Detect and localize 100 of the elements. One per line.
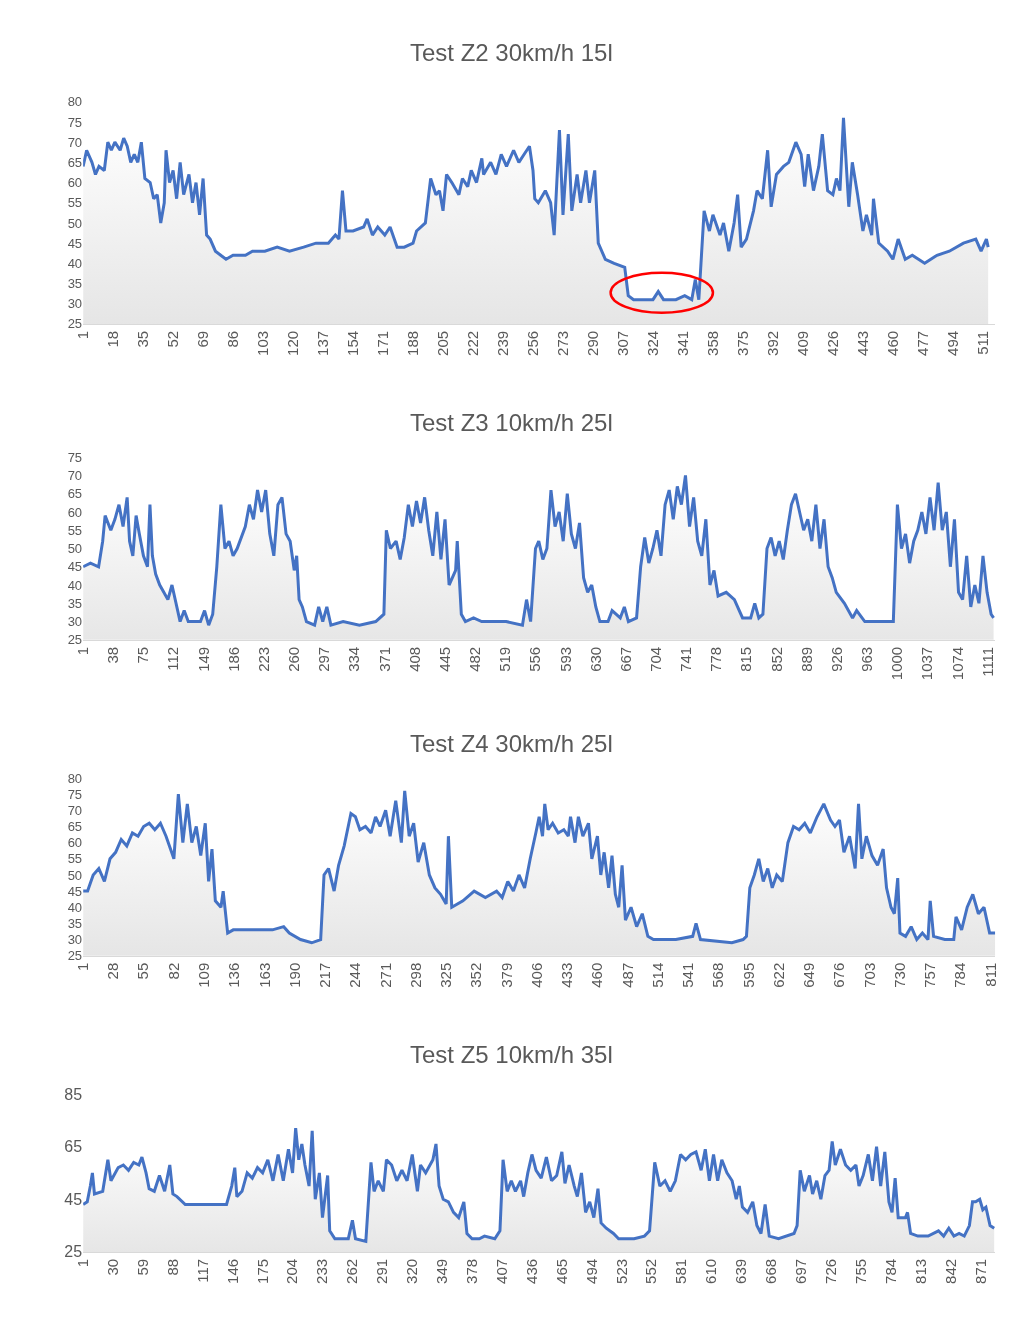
y-tick-label: 40 bbox=[67, 577, 83, 593]
y-tick-label: 45 bbox=[67, 883, 83, 899]
x-tick-label: 204 bbox=[283, 1258, 301, 1284]
x-tick-label: 137 bbox=[313, 330, 331, 356]
x-tick-label: 519 bbox=[496, 646, 514, 672]
x-tick-label: 120 bbox=[283, 330, 301, 356]
y-tick-label: 65 bbox=[67, 154, 83, 170]
x-tick-label: 811 bbox=[981, 962, 999, 987]
x-tick-label: 610 bbox=[702, 1258, 720, 1284]
y-tick-label: 45 bbox=[64, 1190, 83, 1208]
y-tick-label: 70 bbox=[67, 802, 83, 818]
y-tick-label: 60 bbox=[67, 504, 83, 520]
y-tick-label: 45 bbox=[67, 559, 83, 575]
x-tick-label: 552 bbox=[642, 1258, 660, 1284]
x-tick-label: 188 bbox=[403, 330, 421, 356]
x-tick-label: 30 bbox=[103, 1258, 121, 1276]
x-tick-label: 1 bbox=[73, 330, 91, 340]
y-tick-label: 35 bbox=[67, 595, 83, 611]
x-tick-label: 109 bbox=[195, 962, 213, 988]
x-tick-label: 59 bbox=[133, 1258, 151, 1276]
x-tick-label: 298 bbox=[406, 962, 424, 988]
x-tick-label: 511 bbox=[973, 330, 991, 355]
x-tick-label: 175 bbox=[253, 1258, 271, 1284]
x-tick-label: 222 bbox=[463, 330, 481, 356]
x-tick-label: 630 bbox=[586, 646, 604, 672]
x-tick-label: 307 bbox=[613, 330, 631, 356]
x-tick-label: 378 bbox=[462, 1258, 480, 1284]
x-tick-label: 871 bbox=[971, 1258, 989, 1284]
x-tick-label: 75 bbox=[134, 646, 152, 664]
x-tick-label: 291 bbox=[373, 1258, 391, 1284]
x-tick-label: 445 bbox=[435, 646, 453, 672]
x-tick-label: 163 bbox=[255, 962, 273, 988]
x-tick-label: 112 bbox=[164, 646, 182, 671]
x-tick-label: 523 bbox=[612, 1258, 630, 1284]
chart-title: Test Z4 30km/h 25l bbox=[410, 730, 613, 757]
x-tick-label: 136 bbox=[225, 962, 243, 988]
x-tick-label: 223 bbox=[254, 646, 272, 672]
x-tick-label: 171 bbox=[373, 330, 391, 356]
x-tick-label: 460 bbox=[588, 962, 606, 988]
x-tick-label: 556 bbox=[526, 646, 544, 672]
x-tick-label: 726 bbox=[822, 1258, 840, 1284]
x-tick-label: 741 bbox=[677, 646, 695, 672]
y-tick-label: 70 bbox=[67, 134, 83, 150]
x-tick-label: 676 bbox=[830, 962, 848, 988]
y-tick-label: 60 bbox=[67, 835, 83, 851]
x-tick-label: 28 bbox=[104, 962, 122, 980]
y-tick-label: 60 bbox=[67, 175, 83, 191]
x-tick-label: 297 bbox=[315, 646, 333, 672]
x-tick-label: 379 bbox=[497, 962, 515, 988]
x-tick-label: 52 bbox=[163, 330, 181, 348]
x-tick-label: 494 bbox=[943, 330, 961, 356]
x-tick-label: 205 bbox=[433, 330, 451, 356]
y-tick-label: 50 bbox=[67, 215, 83, 231]
x-tick-label: 443 bbox=[853, 330, 871, 356]
x-tick-label: 260 bbox=[285, 646, 303, 672]
x-tick-label: 190 bbox=[285, 962, 303, 988]
x-tick-label: 371 bbox=[375, 646, 393, 672]
x-tick-label: 784 bbox=[951, 962, 969, 988]
x-tick-label: 668 bbox=[762, 1258, 780, 1284]
x-tick-label: 477 bbox=[913, 330, 931, 356]
y-tick-label: 40 bbox=[67, 255, 83, 271]
x-tick-label: 55 bbox=[134, 962, 152, 980]
y-tick-label: 65 bbox=[67, 819, 83, 835]
x-tick-label: 487 bbox=[618, 962, 636, 988]
x-tick-label: 408 bbox=[405, 646, 423, 672]
x-tick-label: 541 bbox=[679, 962, 697, 988]
x-tick-label: 755 bbox=[851, 1258, 869, 1284]
x-tick-label: 146 bbox=[223, 1258, 241, 1284]
x-tick-label: 704 bbox=[647, 646, 665, 672]
y-tick-label: 50 bbox=[67, 541, 83, 557]
x-tick-label: 697 bbox=[792, 1258, 810, 1284]
x-tick-label: 186 bbox=[224, 646, 242, 672]
x-tick-label: 324 bbox=[643, 330, 661, 356]
x-tick-label: 103 bbox=[253, 330, 271, 356]
x-tick-label: 926 bbox=[827, 646, 845, 672]
x-tick-label: 409 bbox=[793, 330, 811, 356]
x-tick-label: 217 bbox=[316, 962, 334, 988]
y-tick-label: 50 bbox=[67, 867, 83, 883]
x-tick-label: 667 bbox=[616, 646, 634, 672]
y-tick-label: 65 bbox=[67, 486, 83, 502]
x-tick-label: 730 bbox=[890, 962, 908, 988]
y-tick-label: 80 bbox=[67, 94, 83, 110]
x-tick-label: 334 bbox=[345, 646, 363, 672]
x-tick-label: 69 bbox=[193, 330, 211, 348]
y-tick-label: 70 bbox=[67, 467, 83, 483]
x-tick-label: 815 bbox=[737, 646, 755, 672]
y-tick-label: 25 bbox=[67, 948, 83, 964]
x-tick-label: 1 bbox=[73, 962, 91, 972]
y-tick-label: 30 bbox=[67, 296, 83, 312]
x-tick-label: 341 bbox=[673, 330, 691, 356]
x-tick-label: 154 bbox=[343, 330, 361, 356]
x-tick-label: 1000 bbox=[888, 646, 906, 681]
x-tick-label: 1 bbox=[73, 646, 91, 656]
y-tick-label: 30 bbox=[67, 932, 83, 948]
x-tick-label: 349 bbox=[433, 1258, 451, 1284]
x-tick-label: 778 bbox=[707, 646, 725, 672]
x-tick-label: 117 bbox=[193, 1258, 211, 1283]
x-tick-label: 18 bbox=[103, 330, 121, 348]
x-tick-label: 784 bbox=[881, 1258, 899, 1284]
y-tick-label: 35 bbox=[67, 276, 83, 292]
